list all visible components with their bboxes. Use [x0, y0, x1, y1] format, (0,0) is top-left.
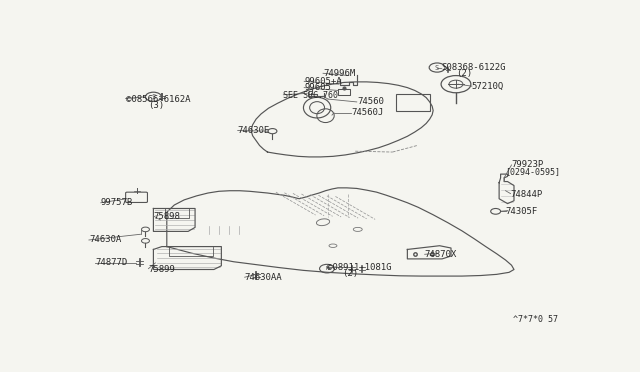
Text: 75899: 75899 [148, 265, 175, 274]
Text: 57210Q: 57210Q [472, 82, 504, 91]
Text: 74844P: 74844P [511, 190, 543, 199]
Text: N: N [325, 266, 329, 271]
Text: 74560J: 74560J [352, 108, 384, 117]
Text: 74305F: 74305F [506, 207, 538, 216]
Text: S: S [435, 65, 439, 71]
Text: ^7*7*0 57: ^7*7*0 57 [513, 315, 557, 324]
Text: 99605: 99605 [304, 83, 331, 92]
Text: 74877D: 74877D [95, 259, 127, 267]
Text: (2): (2) [342, 269, 358, 278]
Text: 74560: 74560 [358, 97, 385, 106]
Text: 74630AA: 74630AA [244, 273, 282, 282]
Text: SEE SEC.760: SEE SEC.760 [284, 91, 339, 100]
Text: 99605+A: 99605+A [304, 77, 342, 86]
Text: 74996M: 74996M [323, 69, 355, 78]
Text: 75898: 75898 [154, 212, 180, 221]
Text: 74630E: 74630E [237, 126, 270, 135]
Text: 99757B: 99757B [101, 198, 133, 207]
Text: (3): (3) [148, 101, 164, 110]
Text: 74870X: 74870X [425, 250, 457, 259]
Text: S08368-6122G: S08368-6122G [441, 63, 506, 72]
Text: [0294-0595]: [0294-0595] [506, 167, 561, 176]
Text: (2): (2) [456, 69, 472, 78]
Text: ©08911-1081G: ©08911-1081G [327, 263, 392, 272]
Text: 74630A: 74630A [89, 235, 121, 244]
Text: ©08566-6162A: ©08566-6162A [125, 94, 190, 103]
Text: 79923P: 79923P [511, 160, 544, 169]
Text: S: S [151, 94, 156, 100]
